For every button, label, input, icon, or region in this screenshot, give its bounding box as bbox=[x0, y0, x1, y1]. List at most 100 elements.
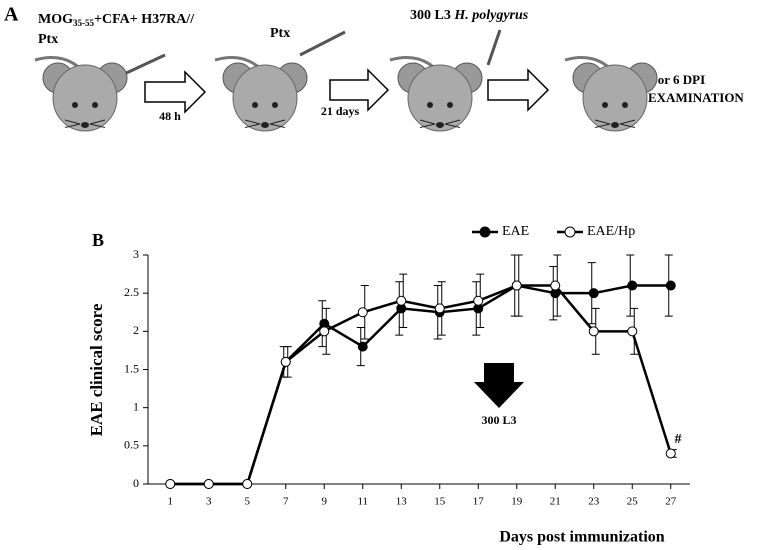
syringe bbox=[486, 29, 502, 66]
data-point bbox=[511, 280, 522, 291]
data-point bbox=[627, 326, 638, 337]
mouse-nose bbox=[81, 122, 89, 128]
x-tick-label: 11 bbox=[357, 496, 368, 508]
x-tick-label: 1 bbox=[168, 496, 174, 508]
process-arrow bbox=[144, 70, 207, 114]
mouse bbox=[214, 56, 308, 132]
x-tick-label: 3 bbox=[206, 496, 212, 508]
series-line bbox=[170, 284, 672, 486]
mouse-eye bbox=[92, 102, 98, 108]
data-point bbox=[434, 303, 445, 314]
step-label: 300 L3 H. polygyrus bbox=[410, 8, 529, 23]
whisker bbox=[269, 123, 286, 128]
whisker bbox=[64, 119, 81, 125]
whisker bbox=[244, 123, 261, 128]
y-axis-label: EAE clinical score bbox=[87, 303, 106, 436]
y-tick-label: 1.5 bbox=[124, 361, 139, 375]
mouse-body bbox=[232, 64, 298, 132]
syringes bbox=[121, 29, 502, 77]
mouse-body bbox=[407, 64, 473, 132]
data-point bbox=[588, 326, 599, 337]
syringe bbox=[121, 53, 166, 77]
x-tick-label: 15 bbox=[434, 496, 446, 508]
y-tick-label: 2 bbox=[133, 323, 139, 337]
mouse-nose bbox=[436, 122, 444, 128]
step-label: MOG35-55+CFA+ H37RA// bbox=[38, 12, 195, 28]
data-point bbox=[280, 356, 291, 367]
legend-marker bbox=[479, 226, 491, 238]
intervention-arrow bbox=[474, 363, 524, 408]
mouse-eye bbox=[602, 102, 608, 108]
x-tick-label: 9 bbox=[322, 496, 328, 508]
step-text: +CFA+ H37RA// bbox=[94, 12, 195, 27]
mouse-eye bbox=[447, 102, 453, 108]
x-axis-label: Days post immunization bbox=[499, 529, 664, 546]
data-point bbox=[588, 288, 599, 299]
data-point bbox=[165, 479, 176, 489]
whisker bbox=[594, 119, 611, 125]
y-tick-label: 3 bbox=[133, 247, 139, 261]
step-text: MOG bbox=[38, 12, 73, 27]
x-tick-label: 7 bbox=[283, 496, 289, 508]
whisker bbox=[419, 119, 436, 125]
whisker bbox=[444, 123, 461, 128]
data-point bbox=[319, 326, 330, 337]
whisker bbox=[269, 119, 286, 125]
annotation: # bbox=[675, 432, 682, 447]
whisker bbox=[89, 123, 106, 128]
y-tick-label: 1 bbox=[133, 399, 139, 413]
panel-label: B bbox=[92, 230, 104, 250]
x-tick-label: 19 bbox=[511, 496, 523, 508]
mouse-eye bbox=[252, 102, 258, 108]
mouse bbox=[389, 56, 483, 132]
whisker bbox=[64, 123, 81, 128]
x-tick-label: 13 bbox=[396, 496, 408, 508]
syringe bbox=[299, 30, 346, 57]
legend-label: EAE bbox=[502, 224, 529, 239]
step-label: Ptx bbox=[270, 26, 290, 41]
data-point bbox=[550, 280, 561, 291]
y-tick-label: 0 bbox=[133, 476, 139, 490]
mouse bbox=[34, 56, 128, 132]
whisker bbox=[89, 119, 106, 125]
x-tick-label: 23 bbox=[588, 496, 600, 508]
mouse-eye bbox=[427, 102, 433, 108]
mouse-nose bbox=[611, 122, 619, 128]
data-point bbox=[665, 280, 676, 291]
data-point bbox=[665, 448, 676, 459]
whisker bbox=[419, 123, 436, 128]
mouse-eye bbox=[622, 102, 628, 108]
whisker bbox=[619, 123, 636, 128]
annotation: 300 L3 bbox=[481, 413, 516, 427]
process-arrow bbox=[329, 68, 390, 112]
panel-label: A bbox=[4, 4, 19, 26]
whisker bbox=[594, 123, 611, 128]
y-tick-label: 0.5 bbox=[124, 438, 139, 452]
mouse-eye bbox=[272, 102, 278, 108]
process-arrow bbox=[487, 68, 550, 112]
step-label: EXAMINATION bbox=[648, 90, 744, 105]
x-tick-label: 27 bbox=[665, 496, 677, 508]
mouse-nose bbox=[261, 122, 269, 128]
data-point bbox=[242, 479, 253, 489]
x-tick-label: 21 bbox=[550, 496, 561, 508]
whisker bbox=[619, 119, 636, 125]
whisker bbox=[244, 119, 261, 125]
step-label: 3 or 6 DPI bbox=[648, 72, 705, 87]
legend-label: EAE/Hp bbox=[587, 224, 635, 239]
legend-marker bbox=[564, 226, 576, 238]
x-tick-label: 5 bbox=[245, 496, 251, 508]
step-text: 300 L3 bbox=[410, 8, 451, 23]
x-tick-label: 25 bbox=[627, 496, 639, 508]
arrow-label: 21 days bbox=[321, 104, 360, 118]
mouse-body bbox=[582, 64, 648, 132]
subscript: 35-55 bbox=[73, 18, 94, 28]
x-tick-label: 17 bbox=[473, 496, 485, 508]
data-point bbox=[627, 280, 638, 291]
data-point bbox=[203, 479, 214, 489]
step-label: Ptx bbox=[38, 32, 58, 47]
data-point bbox=[473, 295, 484, 306]
y-tick-label: 2.5 bbox=[124, 285, 139, 299]
